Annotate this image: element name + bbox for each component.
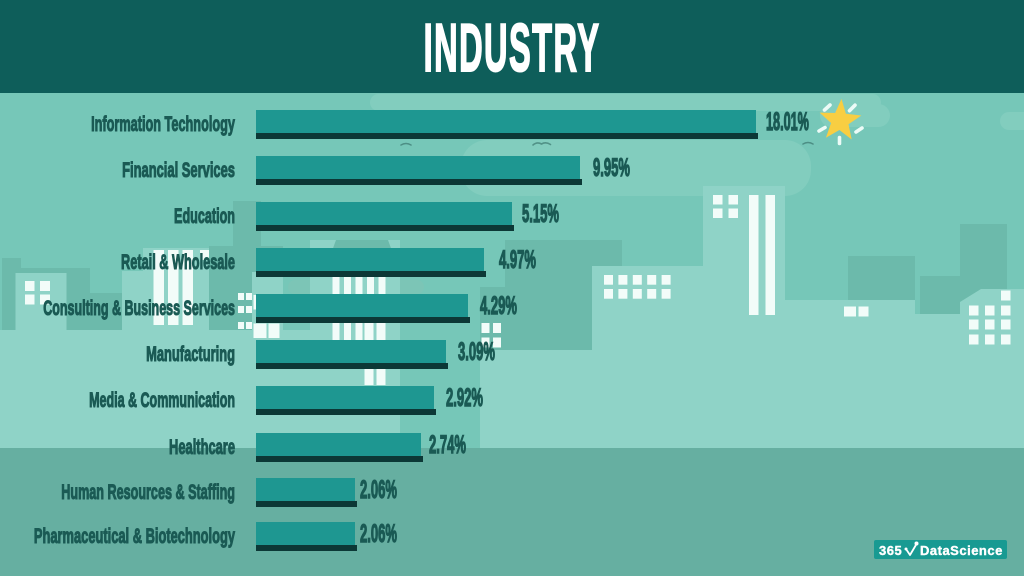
- svg-text:18.01%: 18.01%: [766, 109, 809, 137]
- svg-text:365: 365: [879, 543, 902, 558]
- svg-text:Human Resources & Staffing: Human Resources & Staffing: [61, 479, 235, 503]
- svg-text:INDUSTRY: INDUSTRY: [424, 11, 601, 86]
- svg-text:Financial Services: Financial Services: [122, 158, 235, 182]
- svg-text:3.09%: 3.09%: [458, 339, 495, 367]
- svg-text:2.74%: 2.74%: [429, 432, 466, 460]
- svg-text:Consulting & Business Services: Consulting & Business Services: [43, 295, 235, 319]
- svg-text:Pharmaceutical & Biotechnology: Pharmaceutical & Biotechnology: [34, 524, 235, 548]
- svg-text:2.06%: 2.06%: [360, 521, 397, 549]
- svg-text:DataScience: DataScience: [920, 543, 1003, 558]
- svg-text:Healthcare: Healthcare: [169, 435, 235, 459]
- svg-text:Retail & Wholesale: Retail & Wholesale: [121, 250, 235, 274]
- svg-text:Manufacturing: Manufacturing: [146, 342, 235, 366]
- svg-text:Media & Communication: Media & Communication: [89, 387, 235, 411]
- svg-text:5.15%: 5.15%: [522, 201, 559, 229]
- svg-text:2.06%: 2.06%: [360, 477, 397, 505]
- svg-text:Education: Education: [174, 203, 235, 227]
- svg-text:4.29%: 4.29%: [480, 293, 517, 321]
- svg-text:Information Technology: Information Technology: [91, 112, 235, 136]
- svg-text:4.97%: 4.97%: [499, 247, 536, 275]
- svg-text:9.95%: 9.95%: [593, 155, 630, 183]
- svg-text:2.92%: 2.92%: [446, 385, 483, 413]
